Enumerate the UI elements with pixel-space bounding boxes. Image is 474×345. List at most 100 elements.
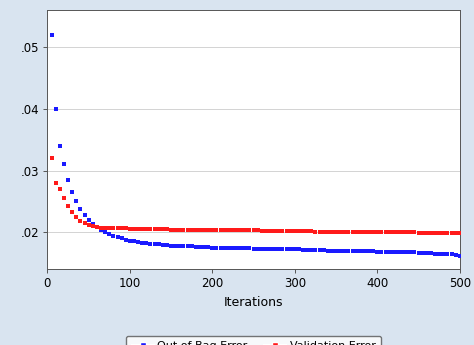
Point bbox=[456, 230, 464, 236]
Point bbox=[365, 229, 373, 234]
Point bbox=[386, 229, 393, 235]
Point bbox=[361, 229, 369, 234]
Point bbox=[163, 226, 171, 232]
Point bbox=[217, 245, 224, 250]
Point bbox=[444, 252, 451, 257]
Point bbox=[233, 228, 241, 233]
Point bbox=[320, 229, 328, 234]
Point bbox=[130, 239, 138, 244]
Point bbox=[295, 228, 303, 234]
Point bbox=[64, 204, 72, 209]
Point bbox=[287, 228, 294, 234]
Point bbox=[295, 247, 303, 252]
Point bbox=[283, 247, 291, 252]
Point bbox=[312, 247, 319, 253]
Point bbox=[105, 226, 113, 231]
Point bbox=[452, 252, 459, 258]
Point bbox=[448, 252, 456, 257]
Point bbox=[246, 228, 253, 233]
Point bbox=[101, 226, 109, 231]
Point bbox=[349, 248, 356, 254]
Point bbox=[312, 229, 319, 234]
Point bbox=[353, 248, 361, 254]
Point bbox=[262, 246, 270, 252]
Point bbox=[345, 229, 352, 234]
Point bbox=[456, 253, 464, 258]
Point bbox=[386, 249, 393, 255]
Point bbox=[448, 230, 456, 236]
Point bbox=[89, 223, 97, 229]
Point bbox=[279, 247, 286, 252]
Point bbox=[93, 225, 100, 230]
Point bbox=[369, 248, 377, 254]
Point bbox=[118, 226, 126, 231]
Point bbox=[130, 226, 138, 232]
Point bbox=[340, 229, 348, 234]
Point bbox=[175, 243, 183, 248]
Point bbox=[155, 226, 163, 232]
Point bbox=[109, 226, 117, 231]
Point bbox=[242, 245, 249, 251]
Point bbox=[382, 229, 389, 235]
Point bbox=[250, 246, 257, 252]
Point bbox=[89, 221, 97, 227]
Point bbox=[225, 245, 233, 250]
Point bbox=[221, 245, 228, 250]
Point bbox=[378, 249, 385, 255]
Point bbox=[353, 229, 361, 234]
Point bbox=[180, 244, 187, 249]
Point bbox=[390, 229, 398, 235]
Point bbox=[196, 227, 204, 233]
Point bbox=[291, 228, 299, 234]
Point bbox=[410, 250, 418, 255]
Point bbox=[167, 227, 175, 233]
Point bbox=[56, 186, 64, 192]
Point bbox=[324, 229, 332, 234]
Point bbox=[435, 230, 443, 236]
Point bbox=[435, 251, 443, 256]
Point bbox=[175, 227, 183, 233]
Point bbox=[369, 229, 377, 234]
Point bbox=[431, 251, 439, 256]
Point bbox=[308, 247, 315, 253]
Point bbox=[209, 245, 216, 250]
Point bbox=[394, 229, 401, 235]
Point bbox=[365, 248, 373, 254]
Point bbox=[439, 251, 447, 256]
Point bbox=[225, 228, 233, 233]
Point bbox=[52, 106, 59, 112]
Point bbox=[68, 189, 76, 195]
Point bbox=[299, 247, 307, 253]
Legend: Out of Bag Error, Validation Error: Out of Bag Error, Validation Error bbox=[126, 336, 381, 345]
Point bbox=[340, 248, 348, 253]
Point bbox=[138, 226, 146, 232]
Point bbox=[394, 250, 401, 255]
Point bbox=[60, 161, 68, 167]
Point bbox=[85, 217, 92, 223]
Point bbox=[138, 240, 146, 245]
Point bbox=[374, 249, 381, 255]
Point bbox=[303, 247, 311, 253]
Point bbox=[48, 156, 55, 161]
Point bbox=[419, 230, 427, 236]
Point bbox=[109, 233, 117, 239]
Point bbox=[345, 248, 352, 253]
Point bbox=[209, 227, 216, 233]
Point bbox=[431, 230, 439, 236]
Point bbox=[427, 230, 435, 236]
Point bbox=[192, 244, 200, 250]
Point bbox=[316, 247, 323, 253]
Point bbox=[378, 229, 385, 235]
Point bbox=[97, 227, 105, 233]
Point bbox=[407, 250, 414, 255]
Point bbox=[337, 248, 344, 253]
Point bbox=[423, 250, 430, 256]
Point bbox=[452, 230, 459, 236]
Point bbox=[192, 227, 200, 233]
Point bbox=[328, 248, 336, 253]
Point bbox=[337, 229, 344, 234]
Point bbox=[196, 244, 204, 250]
Point bbox=[73, 215, 80, 220]
Point bbox=[444, 230, 451, 236]
Point bbox=[233, 245, 241, 251]
